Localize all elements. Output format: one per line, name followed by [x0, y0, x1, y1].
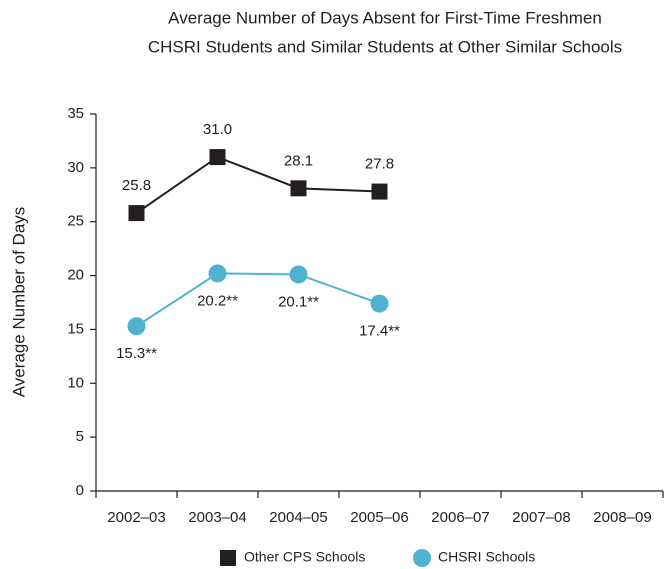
- point: [289, 265, 308, 284]
- series-line: [135, 155, 380, 214]
- x-tick-label: 2006–07: [431, 509, 489, 526]
- y-tick-label: 20: [67, 267, 84, 284]
- x-tick-label: 2007–08: [512, 509, 570, 526]
- point: [128, 205, 145, 222]
- point: [371, 183, 388, 200]
- y-tick-label: 30: [67, 159, 84, 176]
- data-label: 17.4**: [359, 323, 400, 340]
- legend-label: Other CPS Schools: [244, 549, 365, 565]
- x-tick-label: 2005–06: [350, 509, 408, 526]
- legend-marker: [413, 549, 431, 567]
- y-tick-label: 10: [67, 374, 84, 391]
- chart-title: Average Number of Days Absent for First-…: [168, 8, 602, 27]
- legend-marker: [220, 550, 236, 566]
- chart-title: CHSRI Students and Similar Students at O…: [148, 37, 622, 56]
- point: [208, 264, 227, 283]
- x-tick-label: 2003–04: [188, 509, 246, 526]
- legend-label: CHSRI Schools: [438, 549, 535, 565]
- x-tick-label: 2002–03: [107, 509, 165, 526]
- y-tick-label: 5: [76, 428, 84, 445]
- data-label: 27.8: [365, 156, 394, 173]
- series-line: [135, 272, 380, 328]
- data-label: 25.8: [122, 177, 151, 194]
- point: [127, 317, 146, 336]
- data-label: 31.0: [203, 121, 232, 138]
- data-label: 20.1**: [278, 293, 319, 310]
- point: [209, 149, 226, 166]
- y-axis-label: Average Number of Days: [9, 207, 28, 398]
- point: [370, 294, 389, 313]
- x-tick-label: 2004–05: [269, 509, 327, 526]
- data-label: 28.1: [284, 152, 313, 169]
- y-tick-label: 15: [67, 320, 84, 337]
- x-tick-label: 2008–09: [593, 509, 651, 526]
- y-tick-label: 0: [76, 482, 84, 499]
- y-tick-label: 35: [67, 105, 84, 122]
- point: [290, 180, 307, 197]
- y-tick-label: 25: [67, 213, 84, 230]
- data-label: 15.3**: [116, 345, 157, 362]
- data-label: 20.2**: [197, 292, 238, 309]
